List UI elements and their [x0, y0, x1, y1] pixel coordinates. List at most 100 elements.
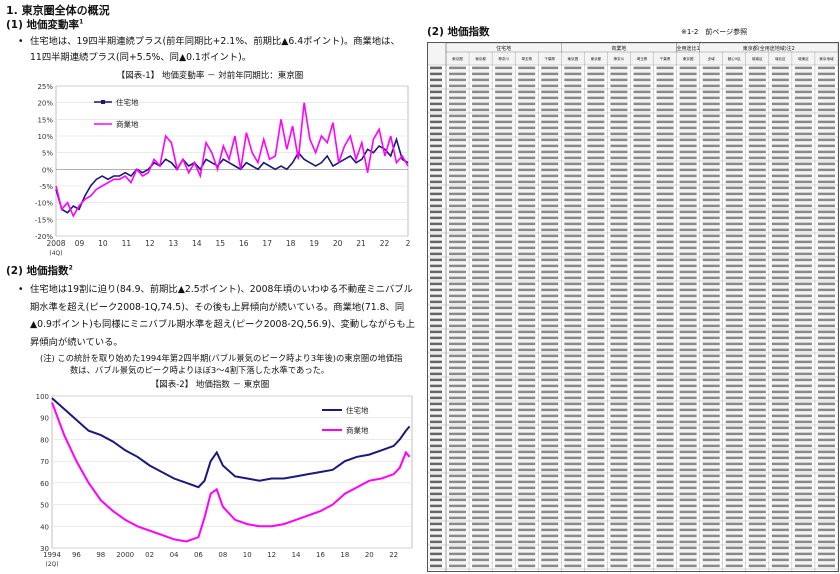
- cell-mark: [817, 462, 835, 466]
- row-label-mark: [430, 198, 442, 202]
- cell-mark: [771, 564, 789, 568]
- cell-mark: [725, 246, 743, 250]
- cell-mark: [610, 84, 628, 88]
- row-label-mark: [430, 186, 442, 190]
- cell-mark: [748, 282, 766, 286]
- cell-mark: [587, 234, 605, 238]
- cell-mark: [472, 438, 490, 442]
- cell-mark: [610, 222, 628, 226]
- cell-mark: [702, 450, 720, 454]
- y-tick-label: 0%: [42, 166, 53, 174]
- cell-mark: [472, 120, 490, 124]
- x-tick-label: 20: [365, 551, 374, 559]
- series-line-0: [55, 136, 409, 214]
- cell-mark: [725, 306, 743, 310]
- row-label-mark: [430, 84, 442, 88]
- cell-mark: [656, 306, 674, 310]
- cell-mark: [564, 324, 582, 328]
- cell-mark: [518, 486, 536, 490]
- cell-mark: [771, 522, 789, 526]
- cell-mark: [587, 516, 605, 520]
- cell-mark: [656, 552, 674, 556]
- cell-mark: [679, 264, 697, 268]
- cell-mark: [587, 348, 605, 352]
- cell-mark: [541, 486, 559, 490]
- cell-mark: [633, 510, 651, 514]
- cell-mark: [794, 492, 812, 496]
- cell-mark: [541, 156, 559, 160]
- cell-mark: [702, 528, 720, 532]
- cell-mark: [679, 210, 697, 214]
- cell-mark: [656, 330, 674, 334]
- cell-mark: [541, 162, 559, 166]
- cell-mark: [817, 330, 835, 334]
- row-label-mark: [430, 552, 442, 556]
- cell-mark: [633, 150, 651, 154]
- cell-mark: [817, 66, 835, 70]
- cell-mark: [633, 204, 651, 208]
- cell-mark: [817, 324, 835, 328]
- cell-mark: [633, 282, 651, 286]
- cell-mark: [656, 318, 674, 322]
- cell-mark: [794, 474, 812, 478]
- cell-mark: [564, 120, 582, 124]
- row-label-mark: [430, 468, 442, 472]
- cell-mark: [541, 342, 559, 346]
- cell-mark: [610, 516, 628, 520]
- cell-mark: [771, 234, 789, 238]
- cell-mark: [817, 342, 835, 346]
- x-tick-label: 2008: [46, 239, 65, 248]
- cell-mark: [748, 234, 766, 238]
- cell-mark: [748, 390, 766, 394]
- cell-mark: [541, 186, 559, 190]
- cell-mark: [656, 138, 674, 142]
- cell-mark: [633, 342, 651, 346]
- cell-mark: [541, 552, 559, 556]
- cell-mark: [679, 432, 697, 436]
- cell-mark: [748, 456, 766, 460]
- cell-mark: [748, 384, 766, 388]
- cell-mark: [564, 366, 582, 370]
- cell-mark: [610, 156, 628, 160]
- cell-mark: [495, 126, 513, 130]
- cell-mark: [771, 150, 789, 154]
- cell-mark: [725, 438, 743, 442]
- row-label-mark: [430, 534, 442, 538]
- cell-mark: [587, 354, 605, 358]
- cell-mark: [679, 552, 697, 556]
- column-header: 東京圏: [452, 56, 463, 61]
- cell-mark: [564, 354, 582, 358]
- cell-mark: [587, 84, 605, 88]
- cell-mark: [679, 84, 697, 88]
- cell-mark: [472, 96, 490, 100]
- cell-mark: [449, 366, 467, 370]
- cell-mark: [817, 156, 835, 160]
- y-tick-label: 70: [40, 458, 49, 466]
- cell-mark: [817, 132, 835, 136]
- cell-mark: [518, 234, 536, 238]
- cell-mark: [472, 342, 490, 346]
- cell-mark: [702, 552, 720, 556]
- cell-mark: [449, 270, 467, 274]
- cell-mark: [495, 474, 513, 478]
- legend-marker: [101, 100, 105, 104]
- cell-mark: [771, 420, 789, 424]
- cell-mark: [610, 126, 628, 130]
- cell-mark: [656, 504, 674, 508]
- cell-mark: [656, 384, 674, 388]
- cell-mark: [702, 522, 720, 526]
- cell-mark: [495, 84, 513, 88]
- cell-mark: [495, 414, 513, 418]
- cell-mark: [817, 564, 835, 568]
- cell-mark: [449, 90, 467, 94]
- cell-mark: [518, 558, 536, 562]
- cell-mark: [794, 360, 812, 364]
- cell-mark: [610, 306, 628, 310]
- cell-mark: [656, 342, 674, 346]
- cell-mark: [725, 420, 743, 424]
- subheading-land-price-change: (1) 地価変動率1: [6, 18, 84, 32]
- cell-mark: [725, 558, 743, 562]
- cell-mark: [564, 336, 582, 340]
- cell-mark: [610, 168, 628, 172]
- cell-mark: [541, 390, 559, 394]
